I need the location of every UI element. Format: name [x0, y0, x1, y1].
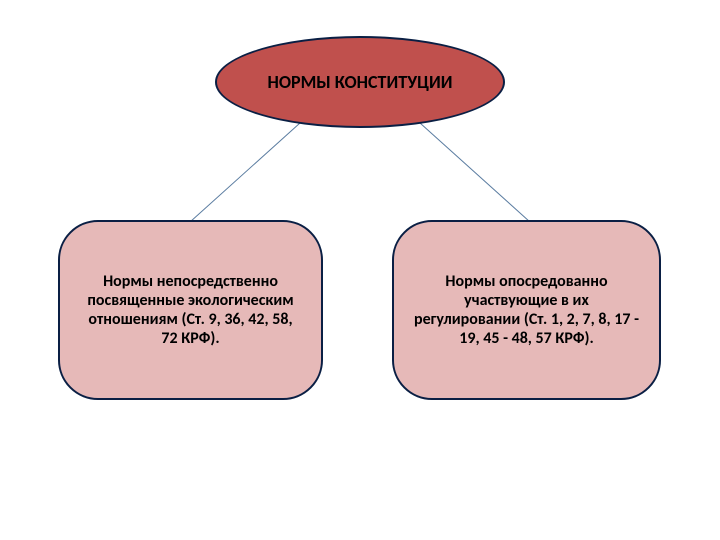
root-node: НОРМЫ КОНСТИТУЦИИ — [215, 36, 505, 128]
child-label-0: Нормы непосредственно посвященные эколог… — [80, 272, 301, 348]
child-node-1: Нормы опосредованно участвующие в их рег… — [392, 220, 661, 400]
child-label-1: Нормы опосредованно участвующие в их рег… — [414, 272, 639, 348]
root-label: НОРМЫ КОНСТИТУЦИИ — [268, 71, 453, 93]
child-node-0: Нормы непосредственно посвященные эколог… — [58, 220, 323, 400]
